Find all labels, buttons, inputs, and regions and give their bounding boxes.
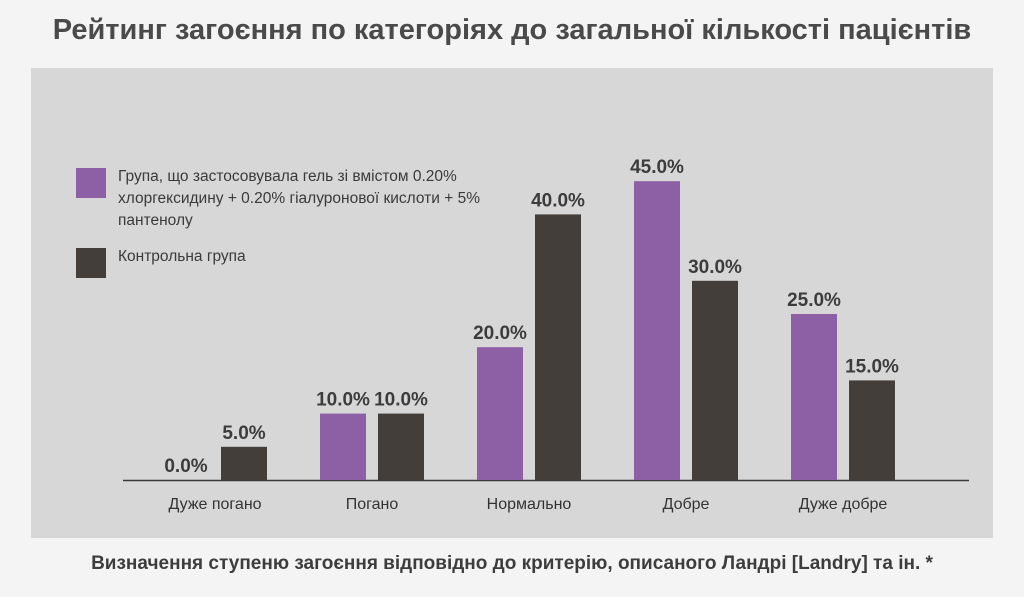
chart-panel: 0.0% 5.0% Дуже погано 10.0% 10.0% Погано 20.0%…: [31, 68, 993, 538]
chart-legend: Група, що застосовувала гель зі вмістом …: [76, 166, 496, 282]
chart-title: Рейтинг загоєння по категоріях до загаль…: [52, 14, 972, 46]
data-label-very-good-series-1: 25.0%: [787, 290, 841, 311]
data-label-normal-series-1: 20.0%: [473, 323, 527, 344]
bar-very-good-series-1: [791, 314, 837, 480]
data-label-good-series-2: 30.0%: [688, 257, 742, 278]
data-label-good-series-1: 45.0%: [630, 157, 684, 178]
data-label-very-bad-series-2: 5.0%: [222, 423, 265, 444]
data-label-bad-series-1: 10.0%: [316, 390, 370, 411]
legend-label-control-group: Контрольна група: [118, 248, 246, 265]
legend-swatch-treatment-group: [76, 168, 106, 198]
data-label-normal-series-2: 40.0%: [531, 190, 585, 211]
bar-good-series-2: [692, 280, 738, 480]
category-label-bad: Погано: [346, 496, 399, 513]
category-label-very-bad: Дуже погано: [168, 496, 261, 513]
legend-item-treatment-group: Група, що застосовувала гель зі вмістом …: [76, 166, 496, 232]
bar-very-good-series-2: [849, 380, 895, 480]
legend-item-control-group: Контрольна група: [76, 246, 496, 278]
bar-very-bad-series-2: [221, 446, 267, 480]
data-label-very-good-series-2: 15.0%: [845, 356, 899, 377]
category-label-normal: Нормально: [487, 496, 572, 513]
data-label-very-bad-series-1: 0.0%: [164, 456, 207, 477]
bar-good-series-1: [634, 181, 680, 480]
legend-swatch-control-group: [76, 248, 106, 278]
data-label-bad-series-2: 10.0%: [374, 390, 428, 411]
bar-bad-series-2: [378, 413, 424, 480]
category-label-good: Добре: [663, 496, 710, 513]
legend-label-treatment-group: Група, що застосовувала гель зі вмістом …: [118, 168, 481, 229]
bar-normal-series-1: [477, 347, 523, 480]
bar-bad-series-1: [320, 413, 366, 480]
bar-normal-series-2: [535, 214, 581, 480]
bar-chart: 0.0% 5.0% Дуже погано 10.0% 10.0% Погано 20.0%…: [123, 157, 969, 513]
category-label-very-good: Дуже добре: [799, 496, 888, 513]
chart-caption: Визначення ступеню загоєння відповідно д…: [91, 553, 933, 574]
